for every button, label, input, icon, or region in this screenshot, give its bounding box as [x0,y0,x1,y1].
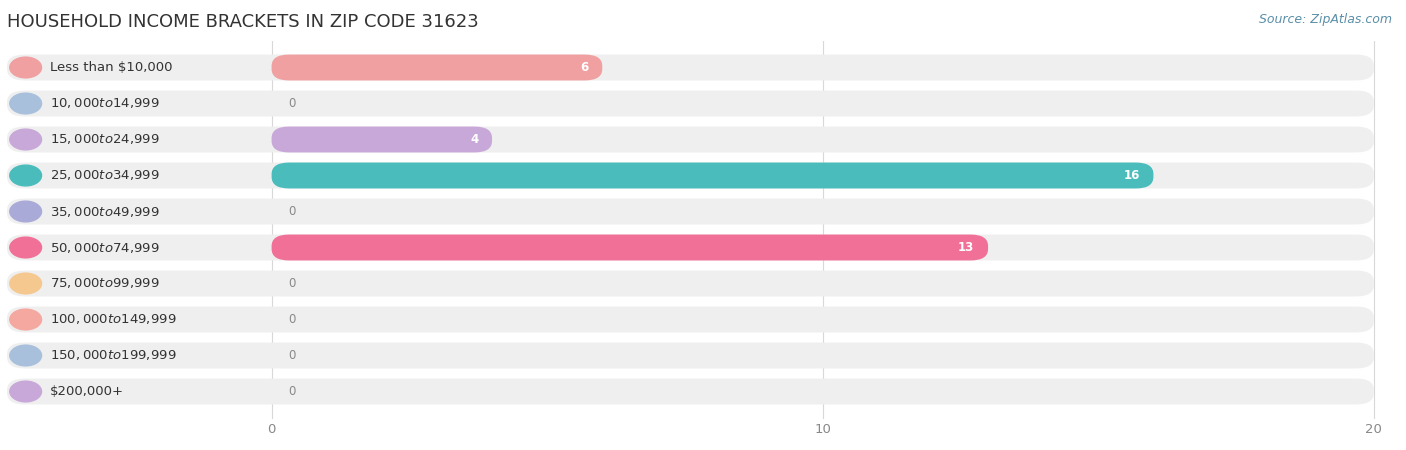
Circle shape [10,57,42,78]
Text: 0: 0 [288,277,295,290]
Text: 0: 0 [288,349,295,362]
Text: 0: 0 [288,205,295,218]
Text: 0: 0 [288,385,295,398]
Text: 4: 4 [470,133,478,146]
Text: 0: 0 [288,97,295,110]
FancyBboxPatch shape [271,234,988,261]
FancyBboxPatch shape [7,162,1374,189]
Circle shape [10,201,42,222]
FancyBboxPatch shape [271,126,492,153]
Circle shape [10,309,42,330]
Circle shape [10,93,42,114]
Circle shape [10,129,42,150]
Text: 16: 16 [1123,169,1140,182]
FancyBboxPatch shape [7,342,1374,369]
Text: $100,000 to $149,999: $100,000 to $149,999 [49,312,176,327]
FancyBboxPatch shape [7,306,1374,333]
Circle shape [10,165,42,186]
Text: $200,000+: $200,000+ [49,385,124,398]
Circle shape [10,237,42,258]
FancyBboxPatch shape [7,378,1374,405]
Text: $150,000 to $199,999: $150,000 to $199,999 [49,348,176,363]
Text: Source: ZipAtlas.com: Source: ZipAtlas.com [1258,14,1392,27]
FancyBboxPatch shape [271,54,602,81]
Circle shape [10,381,42,402]
Text: 0: 0 [288,313,295,326]
Text: $10,000 to $14,999: $10,000 to $14,999 [49,96,159,111]
FancyBboxPatch shape [7,126,1374,153]
Circle shape [10,273,42,294]
Text: $75,000 to $99,999: $75,000 to $99,999 [49,276,159,291]
FancyBboxPatch shape [7,54,1374,81]
FancyBboxPatch shape [7,90,1374,117]
Text: $50,000 to $74,999: $50,000 to $74,999 [49,240,159,255]
Circle shape [10,345,42,366]
Text: HOUSEHOLD INCOME BRACKETS IN ZIP CODE 31623: HOUSEHOLD INCOME BRACKETS IN ZIP CODE 31… [7,13,479,31]
Text: 13: 13 [957,241,974,254]
FancyBboxPatch shape [7,234,1374,261]
Text: $35,000 to $49,999: $35,000 to $49,999 [49,204,159,219]
Text: Less than $10,000: Less than $10,000 [49,61,173,74]
FancyBboxPatch shape [7,198,1374,225]
Text: 6: 6 [581,61,589,74]
Text: $15,000 to $24,999: $15,000 to $24,999 [49,132,159,147]
Text: $25,000 to $34,999: $25,000 to $34,999 [49,168,159,183]
FancyBboxPatch shape [271,162,1153,189]
FancyBboxPatch shape [7,270,1374,297]
